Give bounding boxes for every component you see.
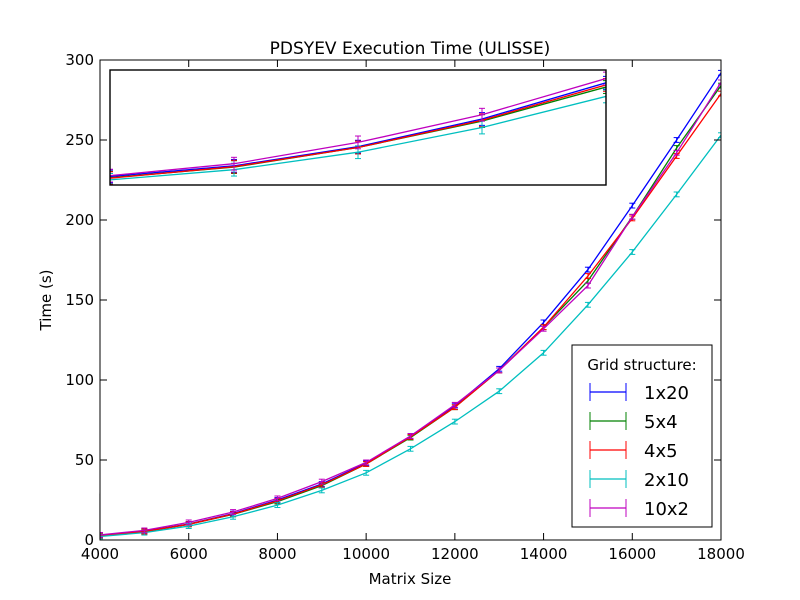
main-data-point (407, 433, 414, 439)
main-data-point (673, 137, 680, 143)
legend-entry: 4x5 (589, 441, 678, 462)
inset-series-line-1x20 (110, 82, 606, 178)
inset-data-point (479, 107, 485, 122)
x-tick-label: 10000 (342, 545, 390, 563)
main-data-point (318, 478, 325, 485)
main-axis-ticks: 4000 6000 8000 10000 12000 14000 16000 18000 0 50… (65, 51, 745, 563)
main-data-point (496, 367, 503, 374)
inset-data-point (110, 173, 113, 185)
inset-data-point (603, 71, 606, 86)
main-data-point (584, 301, 591, 308)
main-data-point (100, 531, 103, 538)
inset-data-point (727, 38, 733, 51)
main-data-point (718, 90, 721, 97)
y-tick-label: 150 (65, 291, 94, 309)
main-data-point (629, 202, 636, 209)
main-data-point (718, 69, 721, 76)
x-tick-label: 14000 (520, 545, 568, 563)
inset-data-point (727, 27, 733, 40)
legend-frame (571, 344, 713, 528)
inset-data-point (603, 75, 606, 90)
inset-data-point (603, 89, 606, 104)
main-data-point (407, 445, 414, 452)
y-tick-label: 0 (84, 531, 94, 549)
main-data-point (274, 502, 281, 509)
y-tick-label: 200 (65, 211, 94, 229)
x-tick-label: 16000 (608, 545, 656, 563)
main-data-point (451, 401, 458, 408)
inset-data-point (110, 169, 113, 184)
main-data-point (230, 509, 237, 515)
y-tick-label: 250 (65, 131, 94, 149)
x-axis-label: Matrix Size (369, 570, 452, 588)
inset-data-point (231, 156, 237, 171)
main-data-point (629, 249, 636, 255)
legend-label: 5x4 (644, 412, 678, 433)
main-data-point (185, 519, 192, 526)
inset-data-point (727, 34, 733, 47)
inset-data-point (110, 168, 113, 183)
main-data-point (363, 469, 370, 476)
legend-label: 4x5 (644, 441, 678, 462)
main-data-point (496, 388, 503, 395)
main-data-point (673, 149, 680, 156)
inset-series-line-2x10 (110, 95, 606, 181)
inset-series-line-10x2 (110, 77, 606, 177)
inset-data-point (727, 51, 733, 64)
inset-frame (109, 69, 607, 186)
chart-title: PDSYEV Execution Time (ULISSE) (270, 39, 551, 59)
main-data-point (673, 191, 680, 198)
y-axis-label: Time (s) (37, 270, 55, 332)
inset-data-point (355, 135, 361, 150)
inset-data-point (727, 36, 733, 49)
main-data-point (540, 325, 547, 332)
legend-label: 1x20 (644, 383, 689, 404)
legend-entry: 10x2 (589, 499, 689, 520)
legend-title: Grid structure: (587, 356, 696, 374)
main-data-point (629, 213, 636, 220)
legend-entry: 2x10 (589, 470, 689, 491)
main-data-point (718, 79, 721, 86)
y-tick-label: 100 (65, 371, 94, 389)
inset-data-point (603, 80, 606, 94)
main-data-point (451, 418, 458, 425)
main-data-point (274, 495, 281, 502)
main-data-point (718, 82, 721, 89)
x-tick-label: 6000 (170, 545, 208, 563)
legend-label: 10x2 (644, 499, 689, 520)
x-tick-label: 8000 (258, 545, 296, 563)
main-data-point (584, 266, 591, 273)
main-data-point (718, 132, 721, 139)
inset-series-line-4x5 (110, 84, 606, 179)
x-tick-label: 12000 (431, 545, 479, 563)
legend-entry: 5x4 (589, 412, 678, 433)
main-data-point (141, 527, 148, 534)
legend: Grid structure: 1x20 5x4 4x5 2x10 10x2 (571, 344, 713, 528)
legend-entry: 1x20 (589, 383, 689, 404)
main-data-point (100, 532, 103, 539)
main-data-point (584, 273, 591, 279)
inset-plot-area (109, 27, 733, 186)
y-tick-label: 50 (75, 451, 94, 469)
x-tick-label: 18000 (697, 545, 745, 563)
main-data-point (363, 459, 370, 466)
inset-background (110, 70, 606, 185)
main-data-point (540, 349, 547, 356)
legend-label: 2x10 (644, 470, 689, 491)
y-tick-label: 300 (65, 51, 94, 69)
main-data-point (318, 487, 325, 494)
main-data-point (584, 282, 591, 289)
x-tick-label: 4000 (81, 545, 119, 563)
